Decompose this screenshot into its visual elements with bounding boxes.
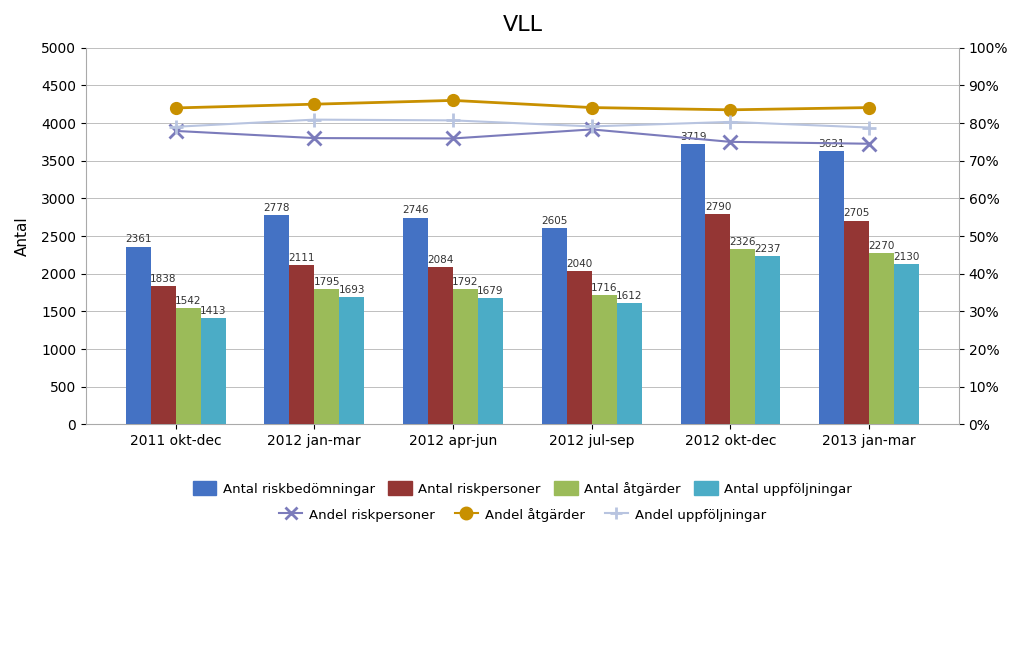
Andel åtgärder <box>724 106 737 114</box>
Text: 2746: 2746 <box>402 205 429 215</box>
Bar <box>755 256 781 424</box>
Bar <box>591 295 617 424</box>
Bar <box>264 215 290 424</box>
Bar <box>403 217 428 424</box>
Andel åtgärder <box>863 104 876 112</box>
Text: 2790: 2790 <box>705 202 731 212</box>
Andel uppföljningar <box>585 122 597 130</box>
Text: 1716: 1716 <box>591 283 618 293</box>
Text: 1542: 1542 <box>175 296 202 306</box>
Text: 3719: 3719 <box>679 132 706 142</box>
Andel riskpersoner <box>863 140 876 148</box>
Bar <box>478 298 503 424</box>
Text: 3631: 3631 <box>818 138 845 149</box>
Line: Andel åtgärder: Andel åtgärder <box>170 95 875 115</box>
Andel riskpersoner <box>585 125 597 133</box>
Text: 1792: 1792 <box>452 277 479 287</box>
Text: 2270: 2270 <box>869 242 895 252</box>
Andel uppföljningar <box>308 116 320 124</box>
Bar <box>150 286 176 424</box>
Text: 2084: 2084 <box>428 256 454 266</box>
Andel åtgärder <box>585 104 597 112</box>
Bar <box>340 297 364 424</box>
Bar <box>126 246 150 424</box>
Bar <box>542 228 567 424</box>
Text: 2361: 2361 <box>125 234 151 244</box>
Bar <box>819 151 844 424</box>
Bar <box>567 271 591 424</box>
Bar <box>870 254 894 424</box>
Bar <box>730 249 755 424</box>
Bar <box>290 266 314 424</box>
Text: 1693: 1693 <box>339 285 365 295</box>
Line: Andel uppföljningar: Andel uppföljningar <box>169 112 876 134</box>
Bar <box>176 308 201 424</box>
Text: 1413: 1413 <box>199 306 226 316</box>
Title: VLL: VLL <box>502 15 542 35</box>
Andel riskpersoner <box>724 138 737 146</box>
Bar <box>894 264 919 424</box>
Bar <box>844 221 870 424</box>
Text: 2778: 2778 <box>264 203 291 213</box>
Andel åtgärder <box>308 100 320 108</box>
Bar <box>617 303 641 424</box>
Text: 2130: 2130 <box>893 252 920 262</box>
Andel riskpersoner <box>447 134 459 142</box>
Bar <box>706 214 730 424</box>
Text: 2705: 2705 <box>844 209 870 219</box>
Y-axis label: Antal: Antal <box>15 216 30 256</box>
Legend: Andel riskpersoner, Andel åtgärder, Andel uppföljningar: Andel riskpersoner, Andel åtgärder, Ande… <box>273 502 771 527</box>
Text: 2111: 2111 <box>288 254 315 263</box>
Text: 2605: 2605 <box>541 216 568 226</box>
Text: 2326: 2326 <box>729 237 756 247</box>
Bar <box>314 289 340 424</box>
Text: 1612: 1612 <box>616 291 642 301</box>
Andel uppföljningar <box>170 123 182 131</box>
Line: Andel riskpersoner: Andel riskpersoner <box>169 122 876 151</box>
Bar <box>428 268 453 424</box>
Andel åtgärder <box>170 104 182 112</box>
Text: 1795: 1795 <box>313 277 340 287</box>
Andel åtgärder <box>447 96 459 104</box>
Text: 1838: 1838 <box>149 274 176 284</box>
Text: 2040: 2040 <box>566 259 592 268</box>
Bar <box>201 318 225 424</box>
Bar <box>680 145 706 424</box>
Andel riskpersoner <box>308 134 320 142</box>
Andel uppföljningar <box>863 124 876 132</box>
Text: 1679: 1679 <box>477 286 503 296</box>
Andel uppföljningar <box>447 116 459 124</box>
Andel riskpersoner <box>170 127 182 135</box>
Andel uppföljningar <box>724 118 737 126</box>
Bar <box>453 290 478 424</box>
Text: 2237: 2237 <box>755 244 782 254</box>
